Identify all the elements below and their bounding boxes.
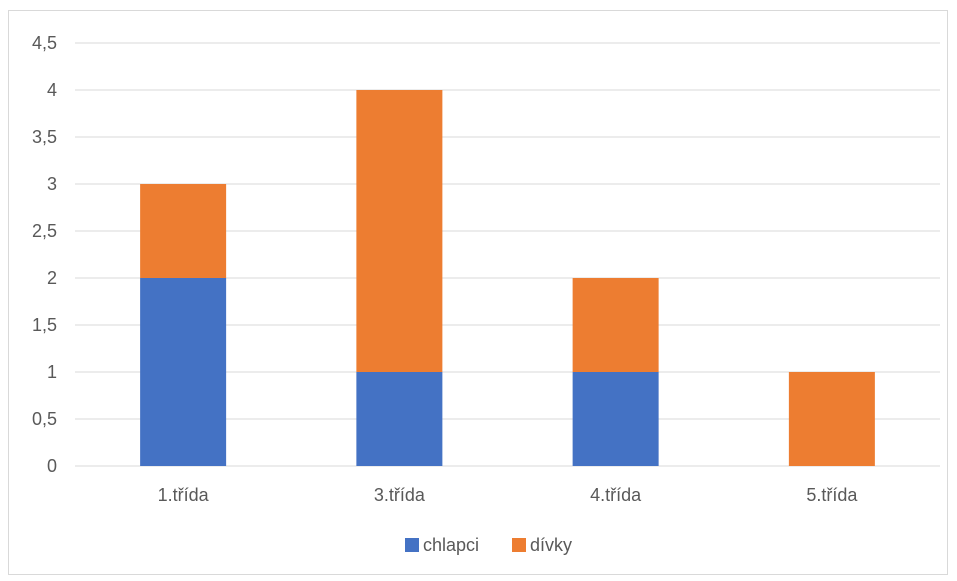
y-tick-label: 0 [47, 456, 57, 476]
legend-label: chlapci [423, 535, 479, 555]
legend-label: dívky [530, 535, 572, 555]
x-axis-tick-labels: 1.třída 3.třída 4.třída 5.třída [158, 485, 859, 505]
bar-divky-2 [356, 90, 443, 372]
y-tick-label: 4,5 [32, 33, 57, 53]
y-axis-tick-labels: 0 0,5 1 1,5 2 2,5 3 3,5 4 4,5 [32, 33, 57, 476]
x-tick-label: 3.třída [374, 485, 426, 505]
bar-chlapci-1 [140, 278, 227, 466]
y-tick-label: 3 [47, 174, 57, 194]
bars [140, 90, 875, 466]
bar-divky-3 [572, 278, 659, 372]
y-tick-label: 2,5 [32, 221, 57, 241]
y-tick-label: 2 [47, 268, 57, 288]
legend-swatch [512, 538, 526, 552]
y-tick-label: 1,5 [32, 315, 57, 335]
y-tick-label: 0,5 [32, 409, 57, 429]
x-tick-label: 5.třída [806, 485, 858, 505]
bar-divky-4 [788, 372, 875, 466]
legend-swatch [405, 538, 419, 552]
y-tick-label: 3,5 [32, 127, 57, 147]
y-tick-label: 1 [47, 362, 57, 382]
x-tick-label: 4.třída [590, 485, 642, 505]
bar-divky-1 [140, 184, 227, 278]
bar-chlapci-2 [356, 372, 443, 466]
legend: chlapci dívky [405, 535, 572, 555]
x-tick-label: 1.třída [158, 485, 210, 505]
y-tick-label: 4 [47, 80, 57, 100]
bar-chlapci-3 [572, 372, 659, 466]
